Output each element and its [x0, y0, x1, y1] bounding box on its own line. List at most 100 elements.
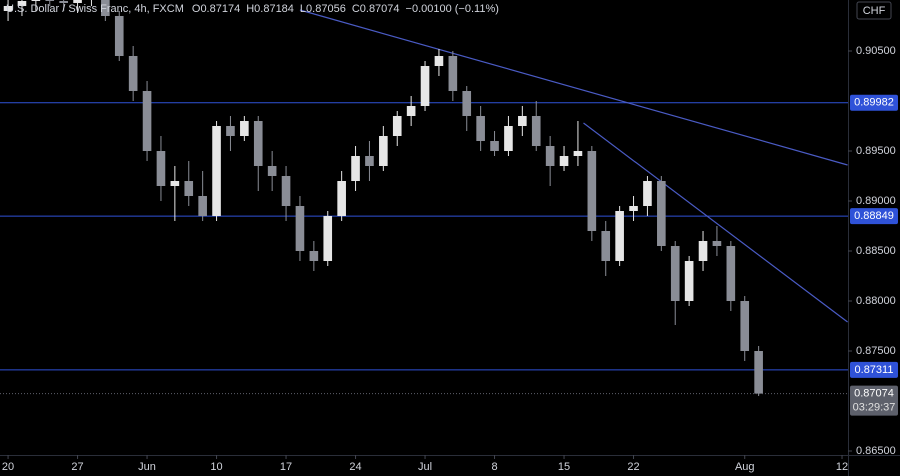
x-tick-label: 12: [836, 461, 848, 473]
x-tick-label: 8: [491, 461, 497, 473]
candle-body: [101, 0, 110, 16]
ohlc-label: C: [352, 3, 360, 15]
candle-body: [323, 216, 333, 261]
y-tick-label: 0.90500: [856, 45, 896, 57]
candle-body: [379, 136, 388, 166]
candle-body: [587, 151, 597, 231]
ohlc-label: H: [246, 3, 254, 15]
candle-body: [170, 181, 180, 186]
candle-body: [309, 251, 319, 261]
candle-body: [365, 156, 374, 166]
candle-body: [573, 151, 583, 156]
x-tick-label: 15: [558, 461, 570, 473]
level-label: 0.87311: [855, 364, 894, 376]
candle-body: [3, 6, 13, 11]
candle-body: [31, 0, 41, 1]
currency: CHF: [863, 5, 886, 17]
candle-body: [462, 91, 472, 116]
candle-body: [253, 121, 263, 166]
candle-body: [392, 116, 402, 136]
candle-body: [45, 0, 55, 1]
x-tick-label: Jul: [418, 461, 432, 473]
symbol-legend: U.S. Dollar / Swiss Franc, 4h, FXCM O0.87…: [6, 3, 499, 15]
candle-body: [420, 66, 430, 106]
y-tick-label: 0.87500: [856, 345, 896, 357]
candle-body: [142, 91, 152, 151]
x-tick-label: 10: [210, 461, 222, 473]
candle-body: [156, 151, 166, 186]
candle-body: [726, 246, 736, 301]
candle-body: [684, 261, 694, 301]
candle-body: [740, 301, 750, 351]
candle-body: [643, 181, 652, 206]
candle-body: [59, 0, 68, 3]
candle-body: [281, 176, 291, 206]
candle-body: [545, 146, 555, 166]
last-price-label: 0.87074: [854, 388, 894, 400]
x-tick-label: 22: [627, 461, 639, 473]
candle-body: [601, 231, 611, 261]
candle-body: [559, 156, 569, 166]
candle-body: [17, 0, 27, 6]
candle-body: [114, 16, 124, 56]
level-label: 0.88849: [854, 210, 894, 222]
currency-box: [856, 1, 892, 20]
candle-body: [184, 181, 194, 196]
symbol: U.S. Dollar / Swiss Franc, 4h, FXCM: [6, 3, 184, 15]
plot: [0, 0, 848, 396]
last-price-bg: [850, 385, 898, 416]
y-tick-label: 0.89500: [856, 145, 896, 157]
candle-body: [212, 126, 221, 216]
level-label-bg: [850, 361, 898, 378]
candle-body: [128, 56, 138, 91]
candle-body: [406, 106, 416, 116]
candle-body: [518, 116, 527, 126]
candle-body: [670, 246, 680, 301]
overlay: 0.89982 0.88849 0.87311 0.87074 03:29:37: [850, 94, 898, 416]
change: −0.00100 (−0.11%): [406, 3, 499, 15]
candle-body: [240, 121, 249, 136]
candle-body: [267, 166, 277, 176]
trendline: [299, 9, 848, 166]
y-tick-label: 0.88500: [856, 245, 896, 257]
candle-body: [615, 211, 624, 261]
x-tick-label: 20: [2, 461, 14, 473]
candle-body: [698, 241, 708, 261]
candle-body: [531, 116, 541, 146]
level-label: 0.89982: [854, 97, 894, 109]
ohlc-label: O: [192, 3, 201, 15]
candle-body: [490, 141, 499, 151]
ohlc-value: 0.87056: [306, 3, 346, 15]
y-tick-label: 0.86500: [856, 445, 896, 457]
x-tick-label: Aug: [735, 461, 755, 473]
candle-body: [476, 116, 485, 141]
ohlc-value: 0.87184: [254, 3, 294, 15]
candle-body: [712, 241, 722, 246]
x-tick-label: 24: [349, 461, 361, 473]
candle-body: [629, 206, 638, 211]
ohlc-label: L: [300, 3, 306, 15]
x-tick-label: 17: [280, 461, 292, 473]
x-tick-label: Jun: [138, 461, 156, 473]
candle-body: [351, 156, 360, 181]
level-label-bg: [850, 94, 898, 111]
candle-body: [337, 181, 346, 216]
level-label-bg: [850, 208, 898, 225]
countdown: 03:29:37: [853, 402, 896, 414]
trendline: [583, 122, 848, 323]
candle-body: [434, 56, 444, 66]
y-tick-label: 0.88000: [856, 295, 896, 307]
candle-body: [295, 206, 305, 251]
candle-body: [754, 351, 763, 394]
candle-body: [198, 196, 207, 216]
x-tick-label: 27: [71, 461, 83, 473]
candle-body: [73, 0, 82, 3]
candle-body: [504, 126, 513, 151]
candle-body: [657, 181, 666, 246]
candle-body: [226, 126, 235, 136]
candle-body: [448, 56, 458, 91]
y-tick-label: 0.89000: [856, 195, 896, 207]
ohlc-value: 0.87074: [360, 3, 400, 15]
ohlc-value: 0.87174: [200, 3, 240, 15]
